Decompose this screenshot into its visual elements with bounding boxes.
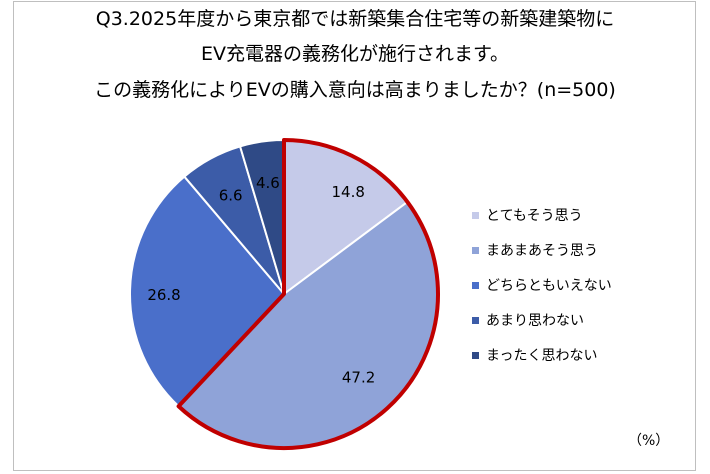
legend-swatch-1 (472, 212, 479, 219)
data-label-3: 26.8 (147, 286, 180, 304)
chart-title-line-1: Q3.2025年度から東京都では新築集合住宅等の新築建築物に (95, 8, 615, 30)
legend-label-3: どちらともいえない (486, 278, 612, 294)
legend-swatch-2 (472, 247, 479, 254)
data-label-4: 6.6 (219, 187, 243, 205)
legend-swatch-3 (472, 282, 479, 289)
highlight-outline (176, 138, 440, 450)
chart-title-line-3: この義務化によりEVの購入意向は高まりましたか？(n=500) (94, 79, 616, 101)
legend-label-2: まあまあそう思う (486, 243, 598, 259)
legend-label-5: まったく思わない (486, 348, 598, 364)
pie-slice-3 (129, 175, 286, 408)
chart-title-line-2: EV充電器の義務化が施行されます。 (200, 43, 510, 65)
legend-swatch-5 (472, 352, 479, 359)
legend-label-1: とてもそう思う (486, 208, 583, 224)
unit-label: （%） (628, 433, 670, 449)
legend-swatch-4 (472, 317, 479, 324)
legend-label-4: あまり思わない (486, 313, 584, 329)
data-label-1: 14.8 (332, 183, 365, 201)
data-label-2: 47.2 (342, 369, 375, 387)
data-label-5: 4.6 (256, 174, 280, 192)
